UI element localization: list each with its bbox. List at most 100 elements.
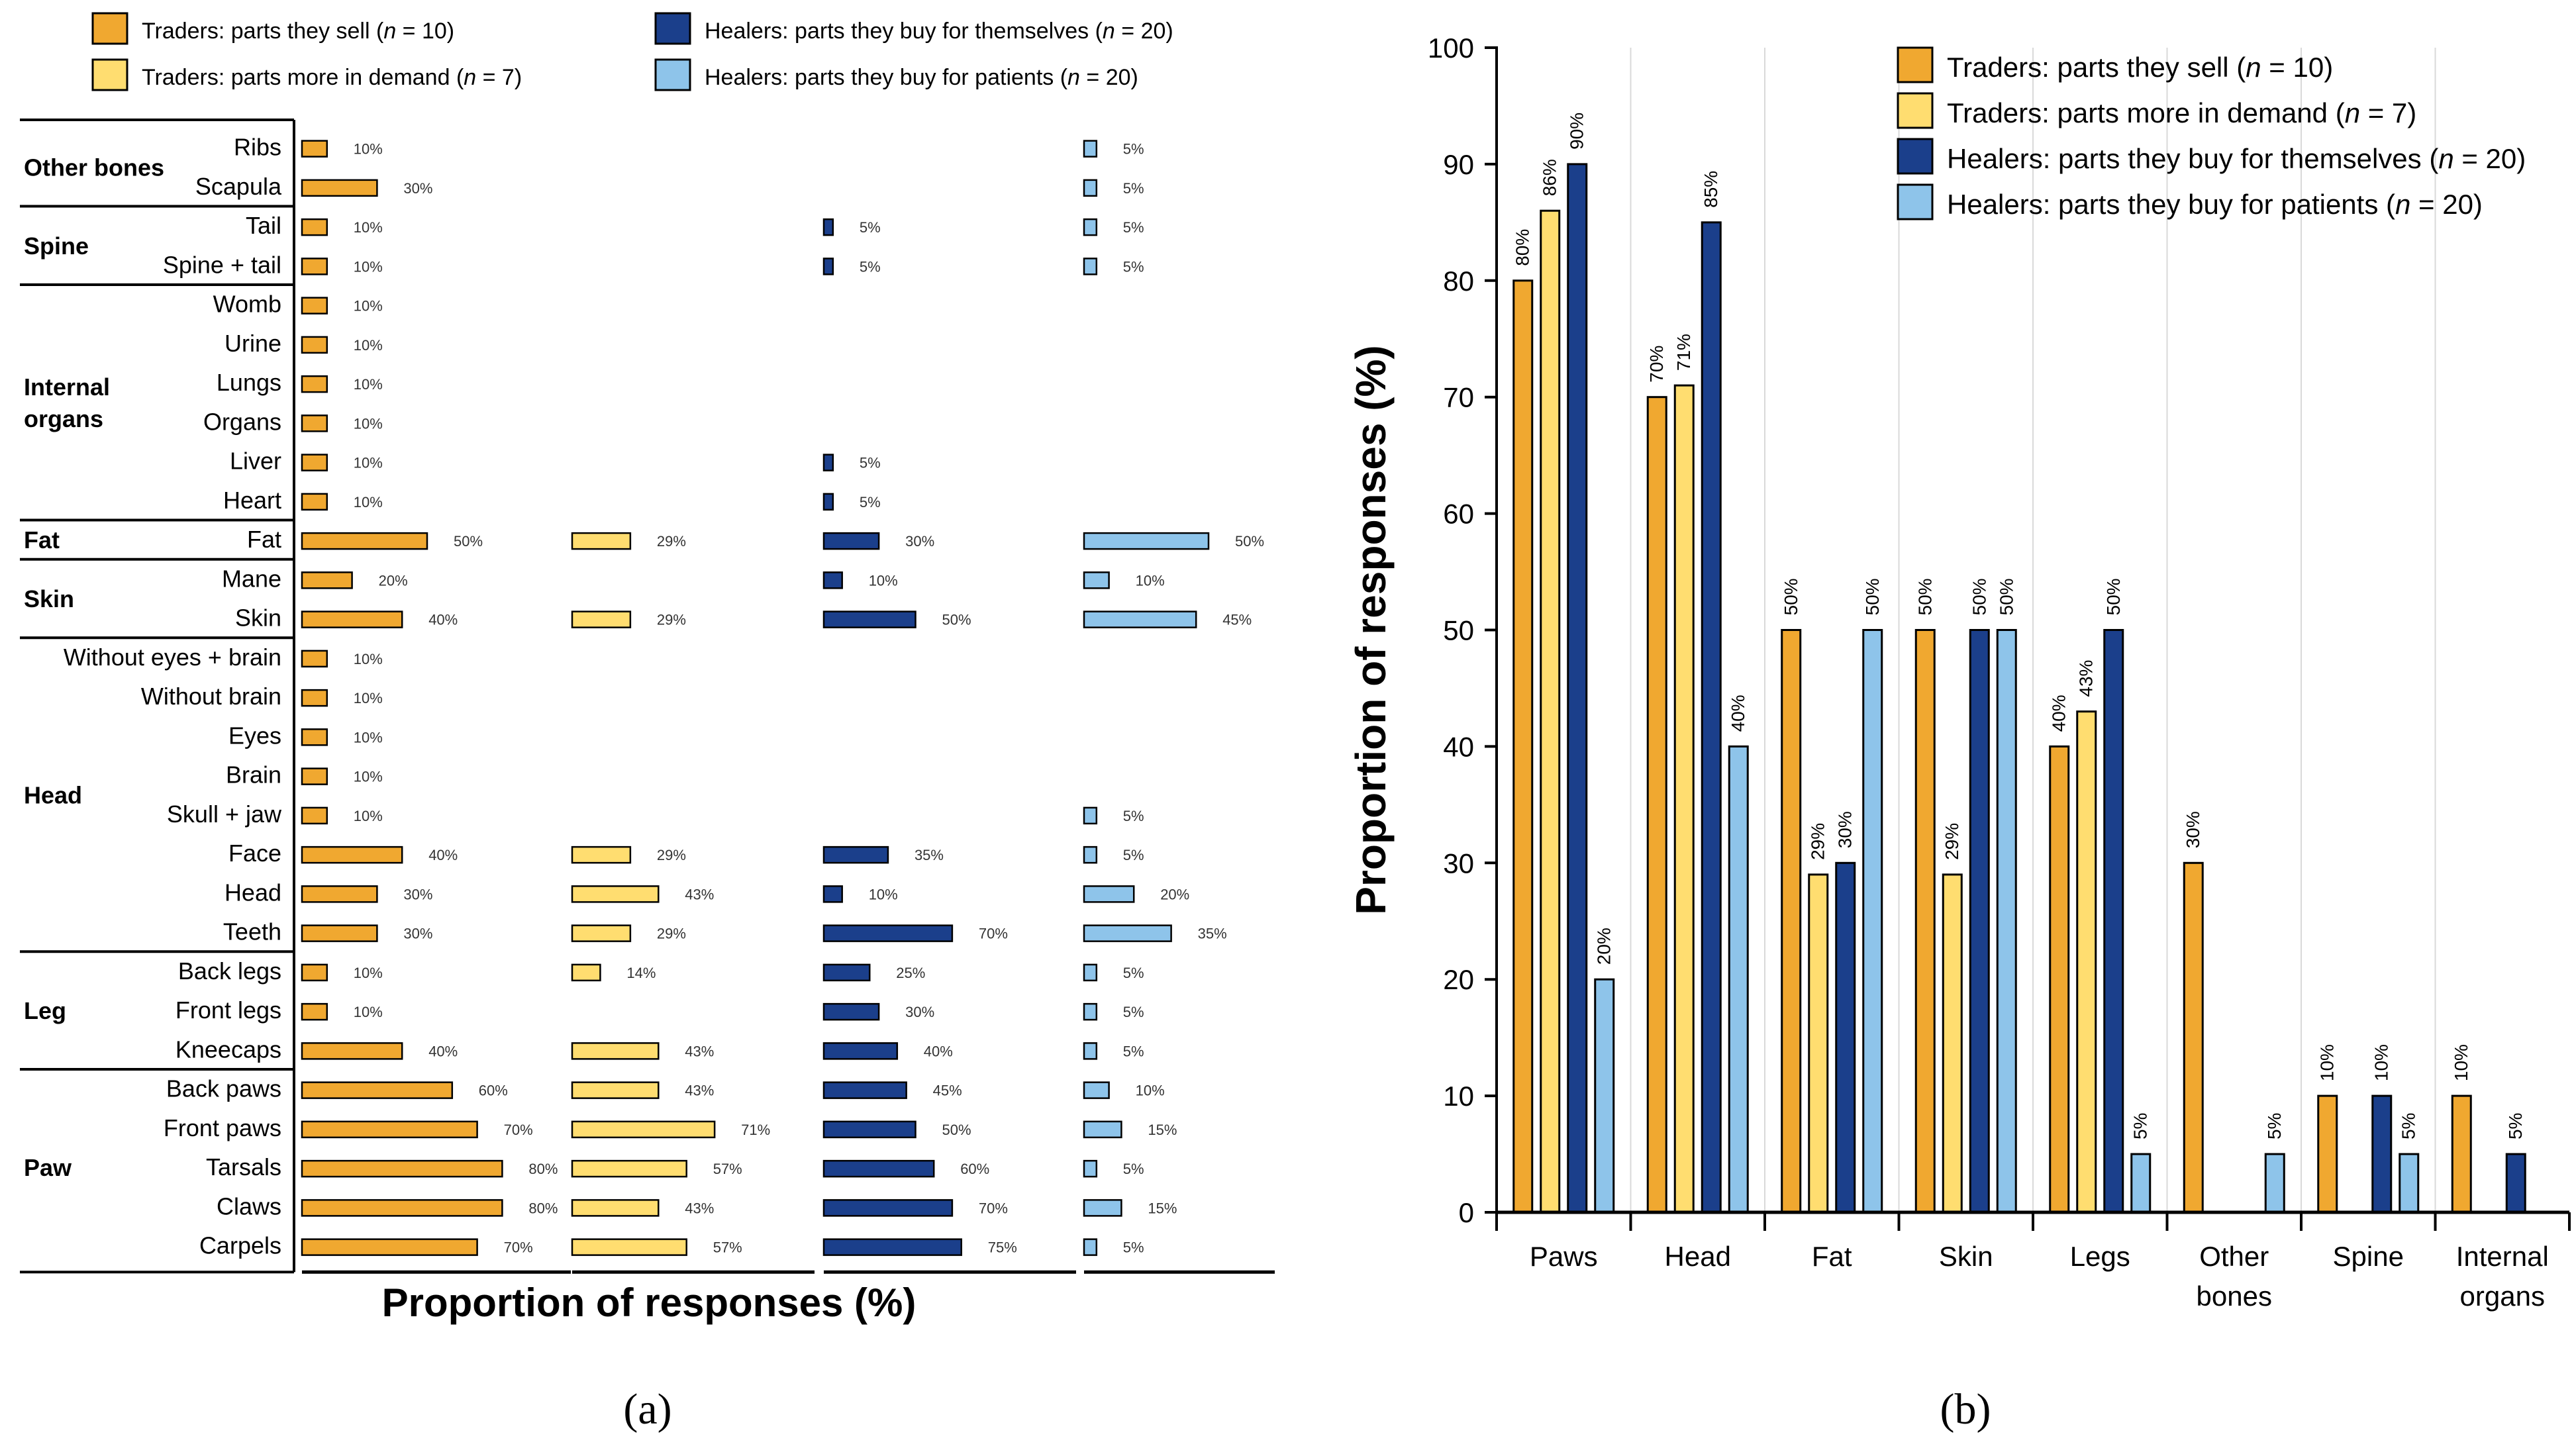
bar-value-label: 5%	[1123, 141, 1144, 158]
bar-healer_self	[822, 1120, 916, 1139]
bar-value-label: 30%	[2183, 811, 2203, 848]
bar-healer_self	[2103, 629, 2124, 1214]
legend-text: Healers: parts they buy for patients (	[705, 65, 1068, 90]
bar-value-label: 20%	[1160, 886, 1189, 902]
bar-healer_self	[822, 924, 954, 942]
bar-healer_self	[822, 258, 834, 275]
bar-trader_sell	[301, 963, 328, 982]
x-tick-label: Head	[1665, 1241, 1731, 1272]
row-label: Skin	[235, 604, 281, 632]
a-legend-swatch	[654, 12, 691, 45]
y-tick-label: 40	[1443, 731, 1474, 762]
bar-value-label: 5%	[1123, 808, 1144, 824]
group-label: organs	[24, 405, 103, 432]
bar-value-label: 5%	[2399, 1113, 2419, 1139]
bar-value-label: 5%	[1123, 1043, 1144, 1059]
bar-value-label: 29%	[1942, 823, 1962, 860]
legend-text: Traders: parts they sell (	[1947, 52, 2246, 83]
bar-value-label: 10%	[354, 455, 383, 471]
legend-n: n	[1103, 19, 1115, 44]
y-tick-label: 10	[1443, 1081, 1474, 1112]
bar-value-label: 35%	[915, 847, 944, 863]
bar-trader_sell	[301, 1042, 403, 1060]
bar-value-label: 86%	[1540, 159, 1560, 196]
bar-trader_sell	[301, 493, 328, 511]
legend-text: Traders: parts more in demand (	[1947, 97, 2345, 128]
row-label: Skull + jaw	[167, 800, 282, 828]
bar-value-label: 70%	[979, 1200, 1008, 1216]
bar-value-label: 10%	[1136, 1083, 1165, 1099]
bar-value-label: 10%	[2371, 1044, 2392, 1081]
row-label: Ribs	[234, 134, 281, 161]
bar-healer_patients	[1083, 140, 1098, 158]
bar-trader_demand	[571, 924, 632, 942]
bar-healer_patients	[2130, 1153, 2152, 1214]
row-label: Claws	[217, 1192, 281, 1220]
bar-trader_sell	[1781, 629, 1802, 1214]
row-label: Face	[228, 840, 281, 867]
row-label: Without eyes + brain	[64, 644, 281, 671]
legend-suffix: = 20)	[1080, 65, 1138, 90]
bar-healer_patients	[1083, 806, 1098, 825]
x-tick-label: Legs	[2070, 1241, 2130, 1272]
bar-value-label: 40%	[428, 847, 458, 863]
bar-value-label: 40%	[428, 1043, 458, 1059]
legend-suffix: = 20)	[2454, 143, 2526, 174]
bar-value-label: 25%	[896, 965, 925, 981]
bar-healer_patients	[1594, 978, 1615, 1214]
bar-value-label: 10%	[354, 1004, 383, 1020]
bar-healer_patients	[1083, 846, 1098, 864]
bar-value-label: 30%	[905, 1004, 934, 1020]
bar-trader_demand	[571, 1238, 687, 1256]
bar-value-label: 85%	[1701, 171, 1721, 208]
bar-healer_self	[1835, 861, 1856, 1214]
group-label: Fat	[24, 526, 60, 554]
bar-healer_self	[822, 1042, 899, 1060]
bar-healer_patients	[1083, 571, 1110, 589]
bar-value-label: 5%	[1123, 965, 1144, 981]
bar-value-label: 71%	[1673, 334, 1694, 371]
a-legend-swatch	[91, 58, 128, 91]
bar-value-label: 50%	[1781, 578, 1801, 615]
panel-label-b: (b)	[1940, 1385, 1991, 1433]
bar-healer_patients	[1083, 1081, 1110, 1099]
bar-trader_sell	[301, 532, 428, 550]
bar-trader_sell	[301, 689, 328, 707]
x-tick-label: Other	[2199, 1241, 2269, 1272]
bar-trader_sell	[301, 846, 403, 864]
bar-value-label: 70%	[979, 926, 1008, 942]
y-axis-title: Proportion of responses (%)	[1347, 345, 1395, 915]
bar-trader_sell	[301, 1120, 478, 1139]
bar-trader_demand	[571, 532, 632, 550]
legend-text: Healers: parts they buy for themselves (	[705, 19, 1103, 44]
b-legend-label: Traders: parts more in demand (n = 7)	[1947, 97, 2416, 128]
bar-value-label: 43%	[2076, 660, 2097, 697]
bar-trader_sell	[301, 1199, 503, 1217]
bar-trader_sell	[301, 1002, 328, 1021]
bar-value-label: 10%	[354, 298, 383, 314]
bar-trader_sell	[301, 1159, 503, 1178]
bar-value-label: 45%	[933, 1083, 962, 1099]
bar-healer_patients	[2264, 1153, 2285, 1214]
legend-text: Traders: parts more in demand (	[142, 65, 464, 90]
bar-trader_sell	[301, 885, 378, 903]
bar-value-label: 90%	[1567, 113, 1587, 150]
bar-value-label: 80%	[528, 1161, 558, 1177]
bar-value-label: 10%	[869, 886, 898, 902]
bar-value-label: 29%	[657, 612, 686, 628]
bar-value-label: 50%	[1862, 578, 1883, 615]
bar-trader_sell	[301, 610, 403, 628]
bar-value-label: 10%	[2451, 1044, 2471, 1081]
y-tick-label: 20	[1443, 964, 1474, 995]
bar-healer_patients	[1083, 1199, 1122, 1217]
row-label: Back paws	[166, 1075, 281, 1102]
bar-value-label: 60%	[479, 1083, 508, 1099]
bar-trader_demand	[571, 1042, 660, 1060]
group-label: Leg	[24, 997, 66, 1024]
bar-value-label: 10%	[354, 965, 383, 981]
bar-trader_sell	[301, 571, 353, 589]
bar-trader_demand	[1673, 384, 1695, 1214]
bar-value-label: 10%	[2317, 1044, 2338, 1081]
bar-value-label: 29%	[1808, 823, 1828, 860]
legend-suffix: = 10)	[396, 19, 454, 44]
